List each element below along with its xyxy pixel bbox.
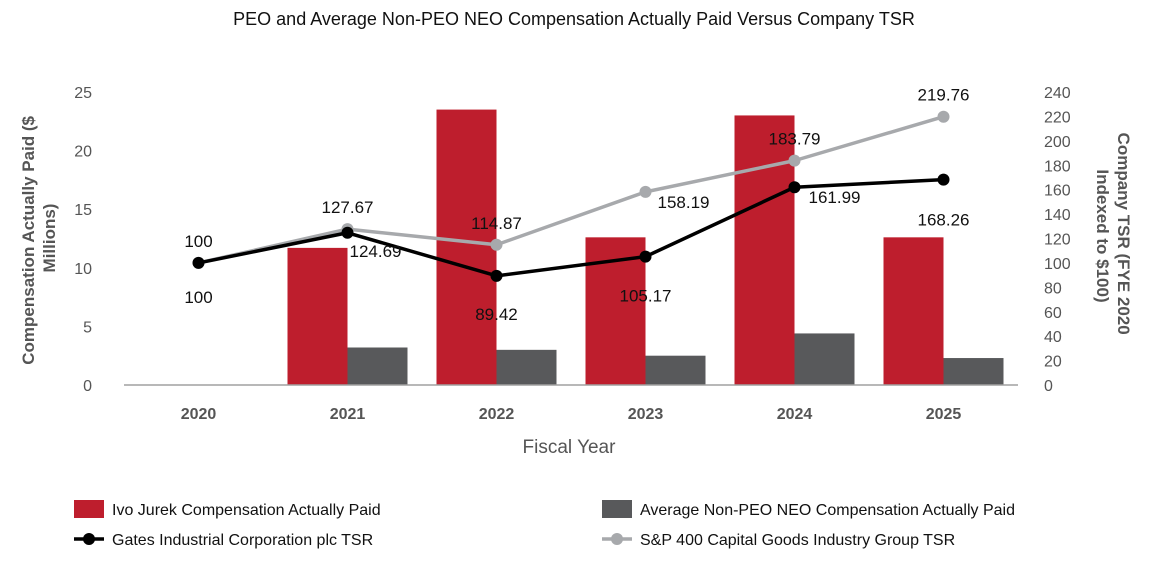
neo-cap-bar [943, 358, 1004, 385]
x-tick-label: 2022 [479, 406, 515, 423]
company-tsr-point [341, 226, 354, 239]
legend-company-tsr-label: Gates Industrial Corporation plc TSR [112, 532, 373, 549]
y2-tick-label: 20 [1044, 354, 1062, 371]
neo-cap-bar [496, 349, 557, 385]
y-tick-label: 20 [74, 144, 92, 161]
company-tsr-data-label: 105.17 [620, 287, 672, 306]
y-axis-label-line-2: Millions) [40, 204, 59, 273]
left-axis-ticks: 0 5 10 15 20 25 [74, 85, 92, 395]
y-tick-label: 25 [74, 85, 92, 102]
y-tick-label: 5 [83, 319, 92, 336]
y-axis-label: Compensation Actually Paid ($ Millions) [19, 111, 59, 364]
x-axis-label: Fiscal Year [523, 437, 617, 458]
data-labels-layer: 100 124.69 89.42 105.17 161.99 168.26 100 127.6… [184, 86, 969, 324]
y2-tick-label: 140 [1044, 207, 1071, 224]
company-tsr-line [198, 177, 944, 278]
legend-neo-cap-swatch [602, 500, 632, 518]
y2-tick-label: 0 [1044, 378, 1053, 395]
y2-tick-label: 180 [1044, 158, 1071, 175]
company-tsr-data-label: 161.99 [809, 188, 861, 207]
company-tsr-point [192, 256, 205, 269]
y2-tick-label: 240 [1044, 85, 1071, 102]
legend-peer-tsr-swatch-marker [611, 533, 623, 545]
y-tick-label: 10 [74, 261, 92, 278]
chart-title: PEO and Average Non-PEO NEO Compensation… [233, 9, 915, 29]
legend-peer-tsr-label: S&P 400 Capital Goods Industry Group TSR [640, 532, 955, 549]
peer-tsr-data-label: 127.67 [322, 198, 374, 217]
peo-cap-bar [287, 247, 348, 385]
company-tsr-data-label: 89.42 [475, 305, 518, 324]
peer-tsr-data-label: 219.76 [918, 86, 970, 105]
peer-tsr-data-label: 114.87 [471, 214, 522, 233]
peer-tsr-point [490, 238, 503, 251]
x-tick-label: 2023 [628, 406, 664, 423]
peer-tsr-data-label: 183.79 [769, 130, 821, 149]
y2-axis-label-line-2: Indexed to $100) [1093, 169, 1112, 302]
peer-tsr-data-label: 100 [184, 232, 212, 251]
peer-tsr-line [198, 115, 944, 265]
y2-tick-label: 100 [1044, 256, 1071, 273]
legend-peo-cap-label: Ivo Jurek Compensation Actually Paid [112, 502, 381, 519]
x-axis-ticks: 2020 2021 2022 2023 2024 2025 [181, 406, 962, 423]
legend-peo-cap-swatch [74, 500, 104, 518]
y-tick-label: 0 [83, 378, 92, 395]
company-tsr-point [639, 250, 652, 263]
lines-layer [192, 110, 950, 282]
x-tick-label: 2020 [181, 406, 217, 423]
y2-tick-label: 160 [1044, 183, 1071, 200]
legend: Ivo Jurek Compensation Actually Paid Aver… [74, 500, 1015, 549]
x-tick-label: 2025 [926, 406, 962, 423]
company-tsr-point [937, 173, 950, 186]
bars-layer [287, 109, 1004, 385]
peer-tsr-point [937, 110, 950, 123]
neo-cap-bar [347, 347, 408, 385]
peo-cap-bar [734, 115, 795, 385]
y-tick-label: 15 [74, 202, 92, 219]
company-tsr-point [788, 181, 801, 194]
peer-tsr-point [788, 154, 801, 167]
peo-cap-bar [436, 109, 497, 385]
neo-cap-bar [645, 355, 706, 385]
company-tsr-data-label: 124.69 [350, 242, 402, 261]
neo-cap-bar [794, 333, 855, 385]
x-tick-label: 2024 [777, 406, 813, 423]
y2-axis-label-line-1: Company TSR (FYE 2020 [1114, 133, 1133, 335]
y2-tick-label: 40 [1044, 329, 1062, 346]
y2-tick-label: 200 [1044, 134, 1071, 151]
peer-tsr-data-label: 158.19 [658, 193, 710, 212]
y-axis-label-line-1: Compensation Actually Paid ($ [19, 115, 38, 364]
legend-company-tsr-swatch-marker [83, 533, 95, 545]
company-tsr-point [490, 269, 503, 282]
y2-tick-label: 220 [1044, 109, 1071, 126]
legend-neo-cap-label: Average Non-PEO NEO Compensation Actuall… [640, 502, 1015, 519]
y2-axis-label: Company TSR (FYE 2020 Indexed to $100) [1093, 133, 1133, 340]
peer-tsr-point [639, 185, 652, 198]
x-tick-label: 2021 [330, 406, 366, 423]
y2-tick-label: 60 [1044, 305, 1062, 322]
y2-tick-label: 120 [1044, 232, 1071, 249]
company-tsr-data-label: 168.26 [918, 211, 970, 230]
right-axis-ticks: 0 20 40 60 80 100 120 140 160 180 200 220 240 [1044, 85, 1071, 395]
peo-cap-bar [883, 237, 944, 385]
company-tsr-data-label: 100 [184, 288, 212, 307]
y2-tick-label: 80 [1044, 280, 1062, 297]
